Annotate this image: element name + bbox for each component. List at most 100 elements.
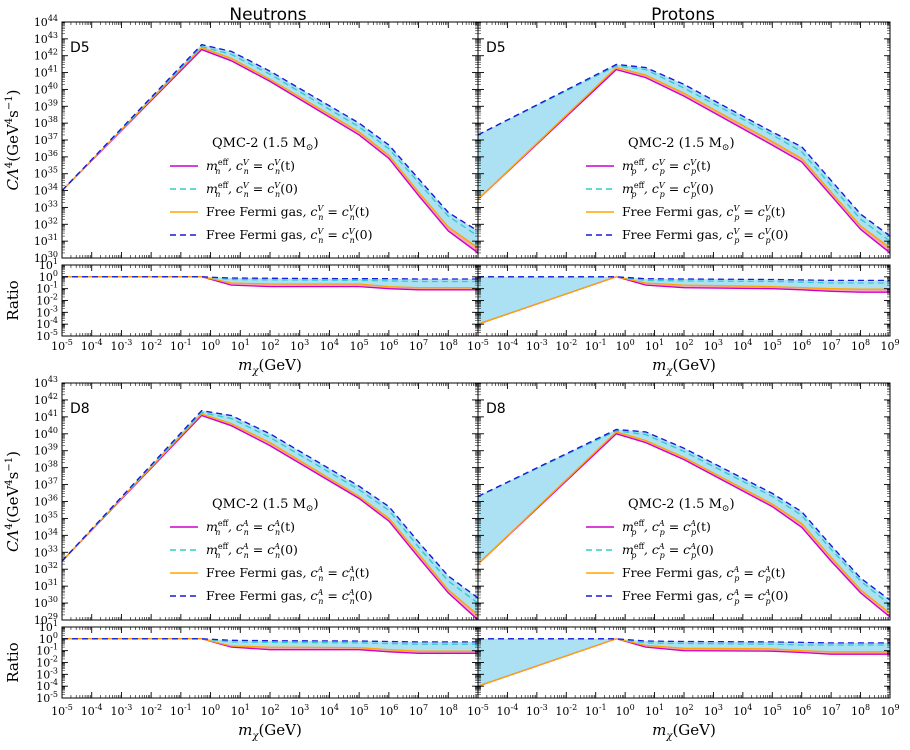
legend-entry-cond-arg: (0) [696,542,714,557]
legend-entry-cond-sub: n [244,190,249,199]
legend-entry-cond-arg: (t) [280,519,295,534]
x-tick-label: 102 [260,338,279,353]
x-tick-label: 10-3 [111,338,133,353]
x-tick-label: 108 [851,338,870,353]
x-axis-label-unit: (GeV) [672,721,715,739]
legend-title-text: QMC-2 (1.5 M [212,136,306,151]
x-tick-label: 100 [201,703,220,718]
x-tick-label: 104 [320,338,339,353]
x-tick-label: 101 [231,338,250,353]
legend-entry-name: m [206,542,218,557]
legend-entry-cond-sup: A [242,542,249,551]
ratio-line-blue [478,276,890,282]
legend-entry-name: m [206,519,218,534]
legend-entry-cond-sub: n [244,528,249,537]
x-tick-label: 10-5 [467,703,489,718]
legend-entry-cond-arg: (t) [280,158,295,173]
x-tick-label: 10-2 [140,703,162,718]
legend-entry-name-sub: n [215,528,220,537]
legend-entry-cond-sup: V [243,181,250,190]
legend-title-end: ) [313,136,318,151]
legend-entry-cond-sub: p [734,236,739,245]
legend-entry-cond-rhs-sup: V [690,181,697,190]
legend-entry-name-sup: eff [634,542,646,551]
legend-entry-cond: , c [718,227,733,242]
x-axis-label: mχ(GeV) [238,721,302,742]
ratio-band-pink [478,638,890,687]
x-axis-label-m: m [238,356,252,374]
main-tick-label: 1031 [34,233,58,248]
x-axis-label-unit: (GeV) [258,356,301,374]
legend-title: QMC-2 (1.5 M⊙) [212,497,319,514]
legend-entry-cond: , c [644,181,659,196]
legend-entry-cond-rhs-sup: V [765,204,772,213]
x-tick-label: 10-1 [585,338,607,353]
series-line-magenta [478,433,890,618]
main-tick-label: 1035 [34,510,58,525]
series-line-orange [62,46,478,249]
legend-entry-cond-eq: = c [739,227,764,242]
legend-entry-cond-arg: (0) [280,181,298,196]
x-tick-label: 100 [201,338,220,353]
panel-D5-neutrons: 1030103110321033103410351036103710381039… [4,14,479,377]
main-tick-label: 1043 [34,375,58,390]
legend-entry-cond-arg: (0) [280,542,298,557]
panel-D8-neutrons: 1029103010311032103310341035103610371038… [4,375,479,742]
legend-entry-cond-sup: A [732,565,739,574]
legend-entry-cond-rhs-sub: n [350,213,355,222]
ratio-plot-area [478,638,890,687]
y-axis-label-close: ) [4,451,22,457]
legend-entry-cond-rhs-sub: n [350,597,355,606]
x-tick-label: 102 [674,338,693,353]
ratio-tick-label: 10-1 [36,643,58,658]
legend-entry: meff p , cA p = cA p(t) [622,519,711,537]
legend-entry-cond-sub: p [660,528,665,537]
legend-entry-cond-sup: V [733,227,740,236]
legend-entry-name-sub: p [631,190,636,199]
legend-entry-cond: , c [718,565,733,580]
legend-entry-name: Free Fermi gas [622,227,718,242]
legend-title-text: QMC-2 (1.5 M [628,136,722,151]
x-tick-label: 107 [822,703,841,718]
legend-entry-cond-eq: = c [249,519,274,534]
main-plot-area [478,63,890,254]
ratio-tick-label: 10-1 [36,281,58,296]
legend-entry-cond: , c [644,158,659,173]
legend-entry-cond-sup: V [659,181,666,190]
legend-entry-cond-arg: (t) [355,204,370,219]
legend-entry-cond-eq: = c [665,542,690,557]
legend-entry-cond-rhs-sup: V [274,181,281,190]
y-axis-label-sup: 4 [4,523,15,529]
legend-entry-name-sup: eff [218,519,230,528]
legend-entry-name: m [622,542,634,557]
legend-entry-cond: , c [228,158,243,173]
legend-entry-cond-rhs-sub: p [766,213,771,222]
x-axis-label-sub: χ [251,366,259,377]
legend-entry-cond-sub: n [318,597,323,606]
legend-entry-cond-eq: = c [665,519,690,534]
y-axis-label-unit-s: s [4,472,22,480]
legend-entry-cond-eq: = c [739,565,764,580]
legend-title-end: ) [729,497,734,512]
x-axis-label: mχ(GeV) [652,721,716,742]
x-tick-label: 103 [290,338,309,353]
x-tick-label: 103 [704,338,723,353]
legend-entry-cond-sub: p [660,167,665,176]
legend-entry-cond-arg: (0) [696,181,714,196]
series-line-magenta [478,68,890,254]
legend-entry-cond-rhs-sub: p [691,167,696,176]
ratio-tick-label: 10-4 [36,678,58,693]
x-tick-label: 107 [409,338,428,353]
series-line-orange [478,66,890,249]
x-tick-label: 100 [616,703,635,718]
x-tick-label: 10-1 [170,338,192,353]
y-axis-label-unit-s-sup: −1 [4,457,15,472]
ratio-tick-label: 10-5 [36,690,58,705]
ratio-line-magenta [62,276,478,291]
x-tick-label: 101 [645,338,664,353]
legend-entry-cond: , c [718,588,733,603]
main-plot-area [62,43,478,254]
legend-entry-cond: , c [302,227,317,242]
legend-entry-cond-eq: = c [739,204,764,219]
legend-entry-cond-arg: (t) [355,565,370,580]
